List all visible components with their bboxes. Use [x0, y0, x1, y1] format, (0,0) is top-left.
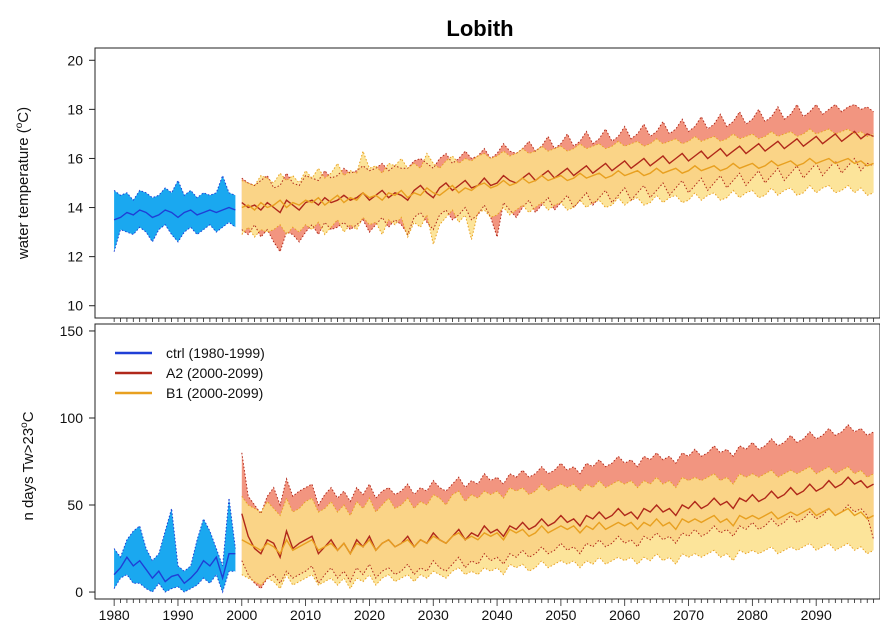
bottom-lower-bound-ctrl	[113, 570, 236, 594]
bottom-mean-line-ctrl	[113, 553, 236, 585]
top-y-axis-label: water temperature (oC)	[14, 107, 32, 260]
top-lower-bound-b1	[241, 184, 874, 247]
bottom-y-tick-label: 50	[67, 497, 83, 513]
top-y-ticks: 10 12 14 16 18 20	[67, 52, 95, 314]
bottom-x-tick-label: 2020	[354, 607, 385, 622]
top-y-tick-label: 20	[67, 52, 83, 68]
bottom-y-tick-label: 150	[60, 323, 84, 339]
top-mean-line-b1	[241, 157, 874, 211]
top-y-tick-label: 14	[67, 200, 83, 216]
top-mean-line-a2	[241, 130, 874, 214]
top-upper-bound-a2	[241, 103, 874, 189]
top-upper-bound-b1	[241, 128, 874, 187]
bottom-x-tick-label: 2010	[290, 607, 321, 622]
bottom-panel: 0 50 100 150 1980 1990 2000 2010 2020 2030 2040 20…	[19, 323, 880, 622]
bottom-y-tick-label: 0	[75, 584, 83, 600]
bottom-upper-bound-b1	[241, 466, 874, 517]
bottom-lower-bound-b1	[241, 542, 874, 590]
bottom-band-ctrl	[114, 498, 236, 592]
top-band-b1	[241, 129, 874, 245]
bottom-x-tick-label: 2070	[673, 607, 704, 622]
bottom-x-tick-label: 1980	[99, 607, 130, 622]
bottom-y-axis-label: n days Tw>23oC	[19, 411, 37, 520]
legend-label-a2: A2 (2000-2099)	[166, 365, 263, 381]
top-lower-bound-a2	[241, 157, 874, 253]
top-panel-frame	[94, 47, 880, 319]
bottom-x-tick-label: 2090	[801, 607, 832, 622]
top-x-ticks	[113, 318, 875, 322]
legend-label-b1: B1 (2000-2099)	[166, 385, 263, 401]
bottom-x-ticks: 1980 1990 2000 2010 2020 2030 2040 2050 2060 2070…	[99, 599, 875, 622]
bottom-y-axis-label-text: n days Tw>23	[20, 428, 37, 521]
chart-title: Lobith	[446, 16, 513, 41]
bottom-x-tick-label: 2030	[418, 607, 449, 622]
bottom-y-ticks: 0 50 100 150	[60, 323, 95, 600]
bottom-x-tick-label: 2050	[545, 607, 576, 622]
top-band-ctrl	[114, 175, 236, 252]
top-panel: 10 12 14 16 18 20 water temperature (oC)	[14, 47, 880, 322]
bottom-panel-frame	[94, 323, 880, 600]
top-y-tick-label: 12	[67, 249, 83, 265]
top-y-tick-label: 18	[67, 101, 83, 117]
bottom-y-tick-label: 100	[60, 410, 84, 426]
bottom-x-tick-label: 2000	[226, 607, 257, 622]
bottom-lines	[113, 424, 875, 594]
bottom-x-tick-label: 2080	[737, 607, 768, 622]
bottom-y-axis-label-tail: C	[20, 411, 37, 422]
top-y-axis-label-tail: C)	[15, 107, 32, 123]
top-y-axis-label-sup: o	[14, 122, 25, 128]
legend: ctrl (1980-1999) A2 (2000-2099) B1 (2000…	[115, 345, 265, 401]
top-bands	[114, 104, 874, 252]
bottom-x-tick-label: 2040	[481, 607, 512, 622]
bottom-upper-bound-ctrl	[113, 498, 236, 572]
bottom-x-tick-label: 1990	[162, 607, 193, 622]
top-upper-bound-ctrl	[113, 174, 236, 202]
legend-label-ctrl: ctrl (1980-1999)	[166, 345, 265, 361]
bottom-mean-line-b1	[241, 507, 874, 556]
bottom-x-tick-label: 2060	[609, 607, 640, 622]
bottom-bands	[114, 424, 874, 592]
top-lines	[113, 103, 874, 253]
top-y-tick-label: 10	[67, 298, 83, 314]
bottom-y-axis-label-sup: o	[19, 422, 30, 428]
top-y-tick-label: 16	[67, 150, 83, 166]
bottom-upper-bound-a2	[241, 424, 874, 515]
top-mean-line-ctrl	[113, 206, 236, 221]
top-y-axis-label-text: water temperature (	[15, 128, 32, 260]
